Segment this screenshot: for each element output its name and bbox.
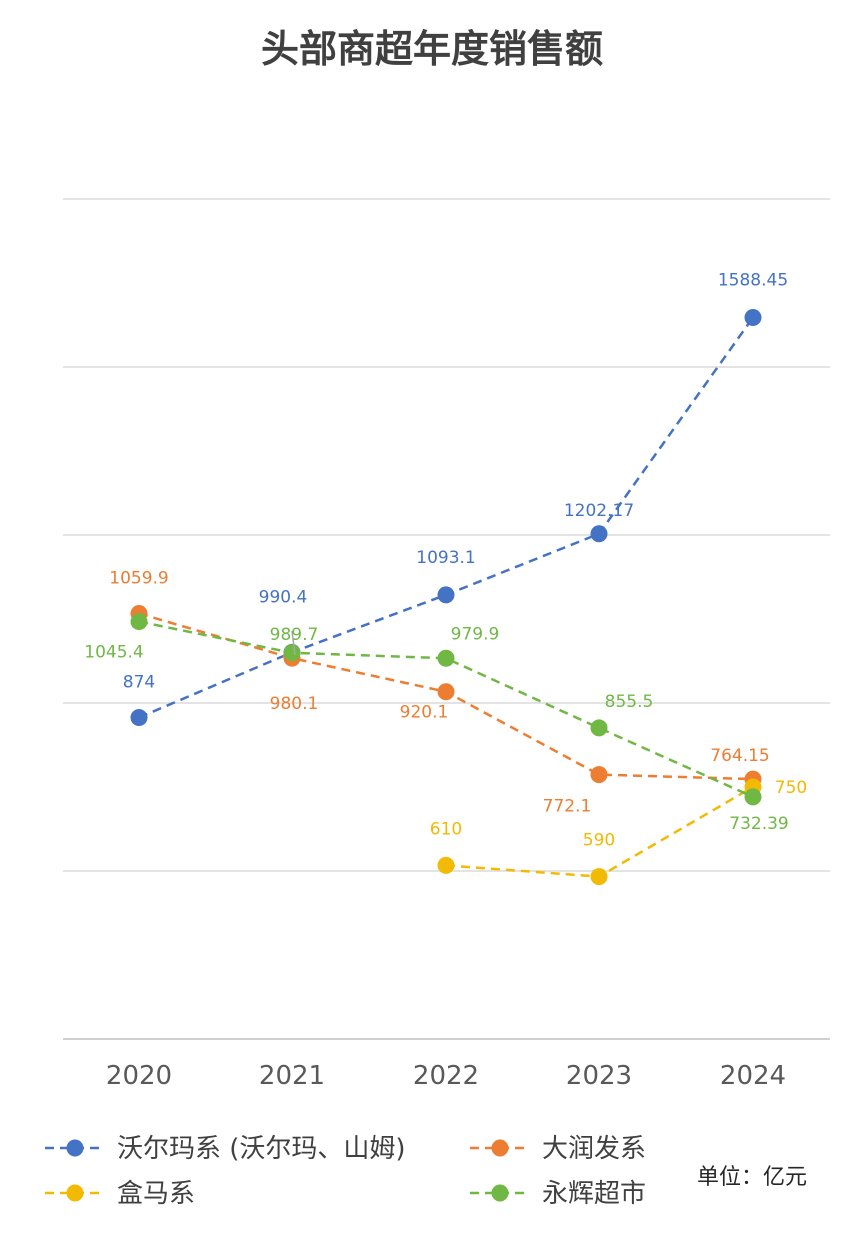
data-label: 979.9 xyxy=(451,624,500,644)
series-points xyxy=(130,308,762,886)
data-point xyxy=(130,709,148,727)
data-label: 1588.45 xyxy=(718,270,788,290)
data-label: 1202.17 xyxy=(564,501,634,521)
data-label: 989.7 xyxy=(270,625,319,645)
legend-label: 盒马系 xyxy=(117,1179,195,1209)
data-label: 920.1 xyxy=(400,703,449,723)
data-label: 732.39 xyxy=(729,814,788,834)
leader-line xyxy=(291,630,296,656)
data-point xyxy=(437,586,455,604)
data-label: 590 xyxy=(583,831,615,851)
data-label: 764.15 xyxy=(710,746,769,766)
data-label: 874 xyxy=(123,673,155,693)
data-label: 1093.1 xyxy=(416,548,475,568)
legend-label: 永辉超市 xyxy=(542,1179,646,1209)
data-point xyxy=(437,649,455,667)
data-label: 1045.4 xyxy=(84,643,143,663)
data-point xyxy=(437,683,455,701)
data-label: 990.4 xyxy=(259,587,308,607)
data-point xyxy=(283,644,301,662)
data-label: 980.1 xyxy=(270,694,319,714)
legend-label: 沃尔玛系 (沃尔玛、山姆) xyxy=(117,1134,406,1164)
data-labels: 874 990.4 1093.1 1202.17 1588.45 1059.9 980.1 9… xyxy=(84,270,807,850)
x-tick-label: 2023 xyxy=(566,1061,632,1091)
data-label: 610 xyxy=(430,819,462,839)
x-tick-label: 2021 xyxy=(259,1061,325,1091)
gridlines xyxy=(63,198,830,1040)
legend-marker xyxy=(66,1184,84,1202)
x-tick-label: 2024 xyxy=(720,1061,786,1091)
data-label: 750 xyxy=(775,778,807,798)
data-point xyxy=(437,856,455,874)
data-point xyxy=(744,308,762,326)
x-tick-label: 2020 xyxy=(106,1061,172,1091)
unit-label: 单位：亿元 xyxy=(697,1165,807,1190)
legend-label: 大润发系 xyxy=(542,1134,646,1164)
data-point xyxy=(590,719,608,737)
data-point xyxy=(590,766,608,784)
data-label: 772.1 xyxy=(543,797,592,817)
data-point xyxy=(590,525,608,543)
x-axis-ticks: 2020 2021 2022 2023 2024 xyxy=(106,1061,786,1091)
legend-marker xyxy=(491,1184,509,1202)
data-label: 1059.9 xyxy=(109,568,168,588)
data-point xyxy=(590,868,608,886)
legend-marker xyxy=(491,1139,509,1157)
data-point xyxy=(744,788,762,806)
chart-title: 头部商超年度销售额 xyxy=(261,27,603,71)
legend-marker xyxy=(66,1139,84,1157)
x-tick-label: 2022 xyxy=(413,1061,479,1091)
data-label: 855.5 xyxy=(605,692,654,712)
data-point xyxy=(130,613,148,631)
